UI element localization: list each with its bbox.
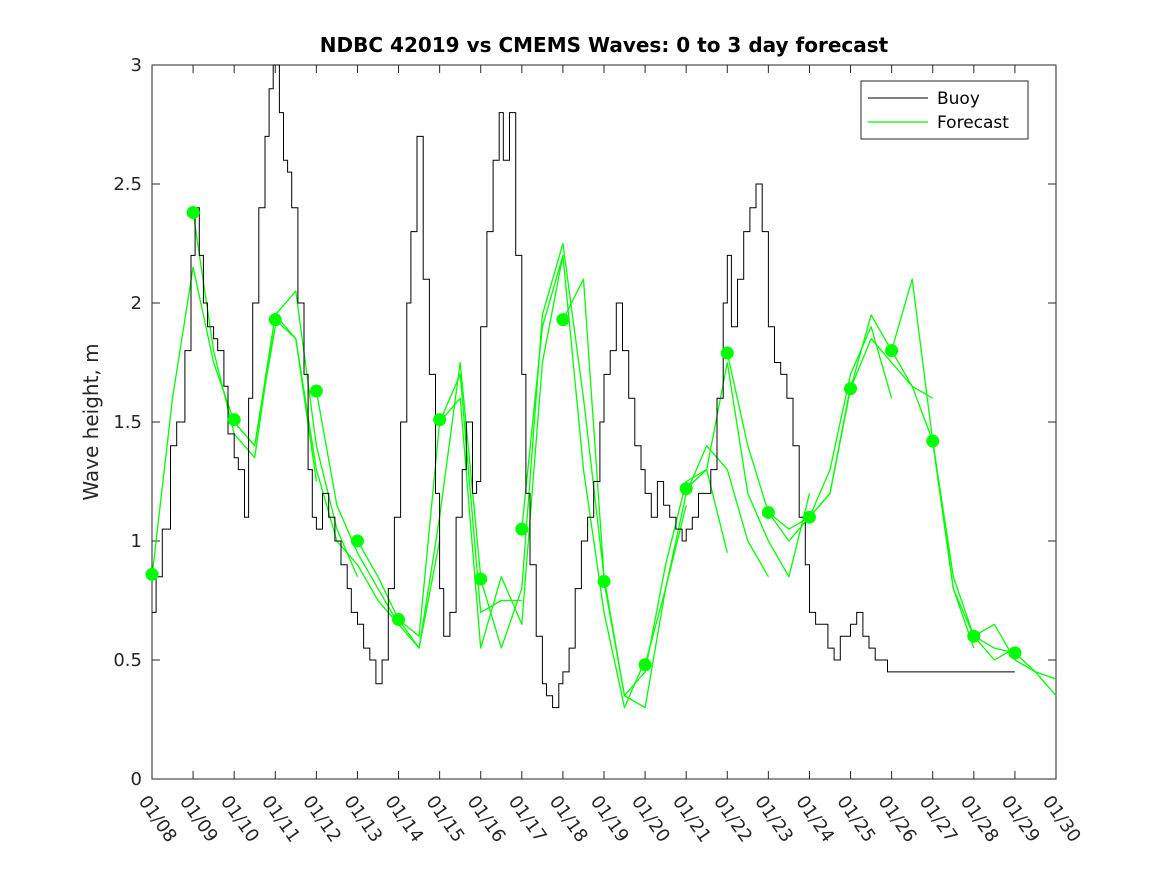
forecast-marker xyxy=(145,567,159,581)
forecast-line xyxy=(644,445,769,665)
forecast-marker xyxy=(186,206,200,220)
forecast-marker xyxy=(556,313,570,327)
y-tick-labels: 0 0.5 1 1.5 2 2.5 3 xyxy=(113,55,142,790)
y-tick-label: 2.5 xyxy=(113,174,142,195)
forecast-marker xyxy=(679,482,693,496)
forecast-line xyxy=(233,290,359,577)
forecast-marker xyxy=(268,313,282,327)
legend-box xyxy=(860,80,1029,140)
forecast-line xyxy=(973,623,1057,697)
forecast-line xyxy=(685,361,811,578)
y-tick-label: 1.5 xyxy=(113,412,142,433)
y-tick-label: 1 xyxy=(131,531,142,552)
forecast-line xyxy=(891,350,1016,661)
forecast-marker xyxy=(802,510,816,524)
forecast-marker xyxy=(967,629,981,643)
forecast-marker xyxy=(761,505,775,519)
chart-title: NDBC 42019 vs CMEMS Waves: 0 to 3 day fo… xyxy=(320,33,889,57)
forecast-marker xyxy=(309,384,323,398)
forecast-marker xyxy=(597,574,611,588)
y-axis-label: Wave height, m xyxy=(79,343,103,500)
forecast-markers xyxy=(145,206,1022,672)
forecast-line xyxy=(356,361,482,649)
forecast-line xyxy=(398,373,522,637)
forecast-line xyxy=(767,326,893,530)
forecast-marker xyxy=(885,344,899,358)
y-tick-label: 2 xyxy=(131,293,142,314)
forecast-line xyxy=(480,242,605,649)
forecast-line xyxy=(439,255,564,649)
forecast-marker xyxy=(720,346,734,360)
y-tick-label: 0 xyxy=(131,769,142,790)
series-layer xyxy=(151,64,1057,709)
legend-buoy-label: Buoy xyxy=(937,89,980,109)
forecast-marker xyxy=(227,413,241,427)
axis-ticks xyxy=(151,64,1057,780)
forecast-marker xyxy=(474,572,488,586)
legend-forecast-label: Forecast xyxy=(937,113,1009,133)
forecast-marker xyxy=(638,658,652,672)
y-tick-label: 3 xyxy=(131,55,142,76)
y-tick-label: 0.5 xyxy=(113,650,142,671)
forecast-line xyxy=(521,254,646,709)
forecast-marker xyxy=(350,534,364,548)
buoy-line xyxy=(152,64,1015,709)
forecast-marker xyxy=(844,382,858,396)
forecast-marker xyxy=(392,613,406,627)
forecast-marker xyxy=(433,413,447,427)
forecast-marker xyxy=(515,522,529,536)
forecast-marker xyxy=(1008,646,1022,660)
forecast-marker xyxy=(926,434,940,448)
legend: Buoy Forecast xyxy=(860,80,1029,140)
